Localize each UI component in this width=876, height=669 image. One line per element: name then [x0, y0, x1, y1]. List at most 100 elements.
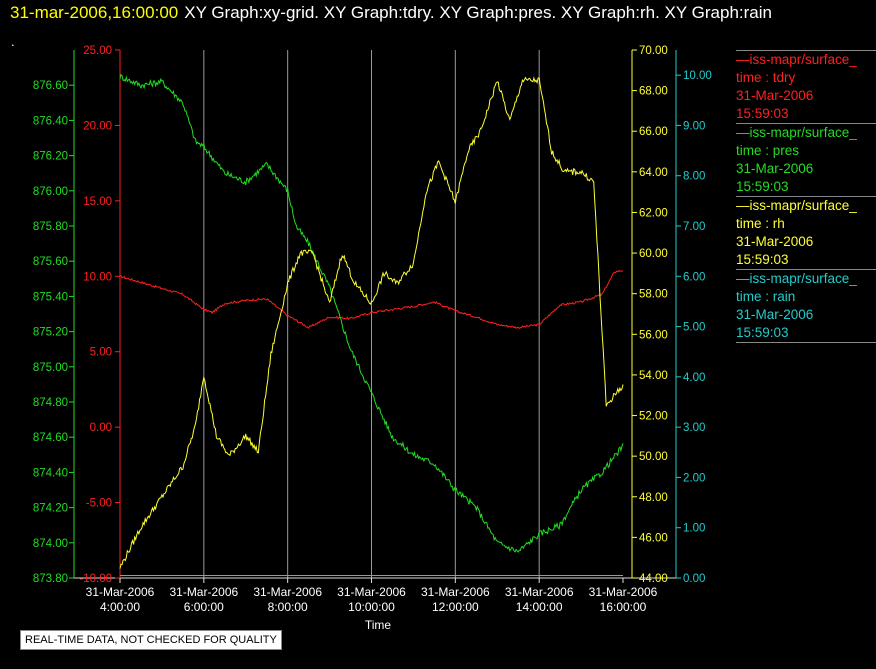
series-rh-line: [119, 76, 624, 569]
series-pres-line: [119, 73, 624, 553]
vertical-grid: [203, 50, 540, 578]
legend-name: —iss-mapr/surface_: [736, 125, 857, 140]
tdry-axis-tick-label: 20.00: [83, 120, 112, 132]
rain-axis-tick-label: 4.00: [683, 372, 705, 384]
pres-axis-tick-label: 876.40: [33, 115, 68, 127]
legend-line3: 15:59:03: [736, 325, 789, 340]
x-tick-time: 16:00:00: [600, 600, 647, 614]
pres-axis-tick-label: 876.00: [33, 186, 68, 198]
legend: —iss-mapr/surface_ time : tdry 31-Mar-2006…: [736, 50, 876, 343]
rh-axis-tick-label: 52.00: [639, 411, 668, 423]
pres-axis-tick-label: 875.80: [33, 221, 68, 233]
pres-axis-tick-label: 874.20: [33, 503, 68, 515]
pres-axis-tick-label: 873.80: [33, 573, 68, 585]
rain-axis-tick-label: 0.00: [683, 573, 705, 585]
legend-line1: time : tdry: [736, 70, 796, 85]
rh-axis: 44.00 46.00 48.00 50.00 52.00 54.00 56.00 58.00…: [631, 45, 668, 585]
x-tick-time: 14:00:00: [516, 600, 563, 614]
rain-axis-tick-label: 9.00: [683, 120, 705, 132]
legend-line2: 31-Mar-2006: [736, 307, 814, 322]
rh-axis-tick-label: 62.00: [639, 207, 668, 219]
pres-axis-tick-label: 875.00: [33, 362, 68, 374]
rh-axis-tick-label: 56.00: [639, 329, 668, 341]
x-tick-time: 10:00:00: [348, 600, 395, 614]
legend-name: —iss-mapr/surface_: [736, 271, 857, 286]
x-tick-date: 31-Mar-2006: [86, 585, 155, 599]
pres-axis-tick-label: 876.60: [33, 80, 68, 92]
legend-line1: time : rain: [736, 289, 796, 304]
graph-list: XY Graph:xy-grid. XY Graph:tdry. XY Grap…: [184, 3, 772, 22]
pres-axis-tick-label: 874.40: [33, 467, 68, 479]
legend-line3: 15:59:03: [736, 106, 789, 121]
rh-axis-tick-label: 50.00: [639, 451, 668, 463]
x-tick-date: 31-Mar-2006: [505, 585, 574, 599]
legend-name: —iss-mapr/surface_: [736, 52, 857, 67]
rh-axis-tick-label: 54.00: [639, 370, 668, 382]
rh-axis-tick-label: 48.00: [639, 492, 668, 504]
x-tick-date: 31-Mar-2006: [421, 585, 490, 599]
tdry-axis-tick-label: 10.00: [83, 271, 112, 283]
rain-axis: 0.00 1.00 2.00 3.00 4.00 5.00 6.00 7.00 8.00 9.00…: [675, 50, 712, 585]
tdry-axis-tick-label: -5.00: [86, 498, 112, 510]
rh-axis-tick-label: 60.00: [639, 248, 668, 260]
x-tick-time: 4:00:00: [100, 600, 140, 614]
legend-entry-2: —iss-mapr/surface_time : rh 31-Mar-2006 15…: [736, 196, 876, 269]
legend-line1: time : rh: [736, 216, 785, 231]
legend-line1: time : pres: [736, 143, 800, 158]
tdry-axis-tick-label: 0.00: [90, 422, 112, 434]
rh-axis-tick-label: 64.00: [639, 167, 668, 179]
pres-axis: 873.80 874.00 874.20 874.40 874.60 874.80 875.…: [33, 50, 75, 585]
legend-name: —iss-mapr/surface_: [736, 198, 857, 213]
rh-axis-tick-label: 70.00: [639, 45, 668, 57]
dot-mark: .: [11, 34, 15, 49]
rain-axis-tick-label: 8.00: [683, 171, 705, 183]
pres-axis-tick-label: 874.80: [33, 397, 68, 409]
x-tick-date: 31-Mar-2006: [169, 585, 238, 599]
series-tdry-line: [119, 269, 624, 330]
pres-axis-tick-label: 875.20: [33, 327, 68, 339]
legend-line2: 31-Mar-2006: [736, 161, 814, 176]
legend-line2: 31-Mar-2006: [736, 234, 814, 249]
legend-entry-1: —iss-mapr/surface_time : pres 31-Mar-2006…: [736, 123, 876, 196]
rain-axis-tick-label: 1.00: [683, 523, 705, 535]
x-tick-date: 31-Mar-2006: [253, 585, 322, 599]
rain-axis-tick-label: 7.00: [683, 221, 705, 233]
series-lines: [119, 73, 624, 576]
tdry-axis-tick-label: 15.00: [83, 196, 112, 208]
rain-axis-tick-label: 10.00: [683, 70, 712, 82]
tdry-axis: 25.00 20.00 15.00 10.00 5.00 0.00 -5.00 -10.00: [79, 45, 121, 585]
tdry-axis-tick-label: 25.00: [83, 45, 112, 57]
x-tick-date: 31-Mar-2006: [589, 585, 658, 599]
rain-axis-tick-label: 6.00: [683, 271, 705, 283]
x-axis-ticks: 31-Mar-20064:00:0031-Mar-20066:00:0031-M…: [86, 578, 658, 614]
pres-axis-tick-label: 876.20: [33, 151, 68, 163]
rain-axis-tick-label: 2.00: [683, 472, 705, 484]
legend-end-rule: [736, 342, 876, 343]
rh-axis-tick-label: 66.00: [639, 126, 668, 138]
legend-line3: 15:59:03: [736, 252, 789, 267]
pres-axis-tick-label: 874.60: [33, 432, 68, 444]
x-tick-date: 31-Mar-2006: [337, 585, 406, 599]
x-tick-time: 12:00:00: [432, 600, 479, 614]
title-bar: 31-mar-2006,16:00:00 XY Graph:xy-grid. XY…: [0, 0, 876, 30]
rh-axis-tick-label: 46.00: [639, 532, 668, 544]
rh-axis-tick-label: 68.00: [639, 86, 668, 98]
axes: 25.00 20.00 15.00 10.00 5.00 0.00 -5.00 -10.00 8…: [33, 45, 712, 585]
pres-axis-tick-label: 875.40: [33, 291, 68, 303]
tdry-axis-tick-label: -10.00: [79, 573, 112, 585]
x-tick-time: 8:00:00: [268, 600, 308, 614]
legend-entry-0: —iss-mapr/surface_ time : tdry 31-Mar-2006…: [736, 50, 876, 123]
rain-axis-tick-label: 3.00: [683, 422, 705, 434]
x-axis-label: Time: [365, 618, 392, 632]
datetime-label: 31-mar-2006,16:00:00: [10, 3, 179, 22]
rh-axis-tick-label: 44.00: [639, 573, 668, 585]
pres-axis-tick-label: 875.60: [33, 256, 68, 268]
rh-axis-tick-label: 58.00: [639, 289, 668, 301]
rain-axis-tick-label: 5.00: [683, 322, 705, 334]
legend-entry-3: —iss-mapr/surface_time : rain 31-Mar-2006…: [736, 269, 876, 342]
x-tick-time: 6:00:00: [184, 600, 224, 614]
legend-line3: 15:59:03: [736, 179, 789, 194]
quality-disclaimer: REAL-TIME DATA, NOT CHECKED FOR QUALITY: [20, 630, 282, 650]
tdry-axis-tick-label: 5.00: [90, 347, 112, 359]
